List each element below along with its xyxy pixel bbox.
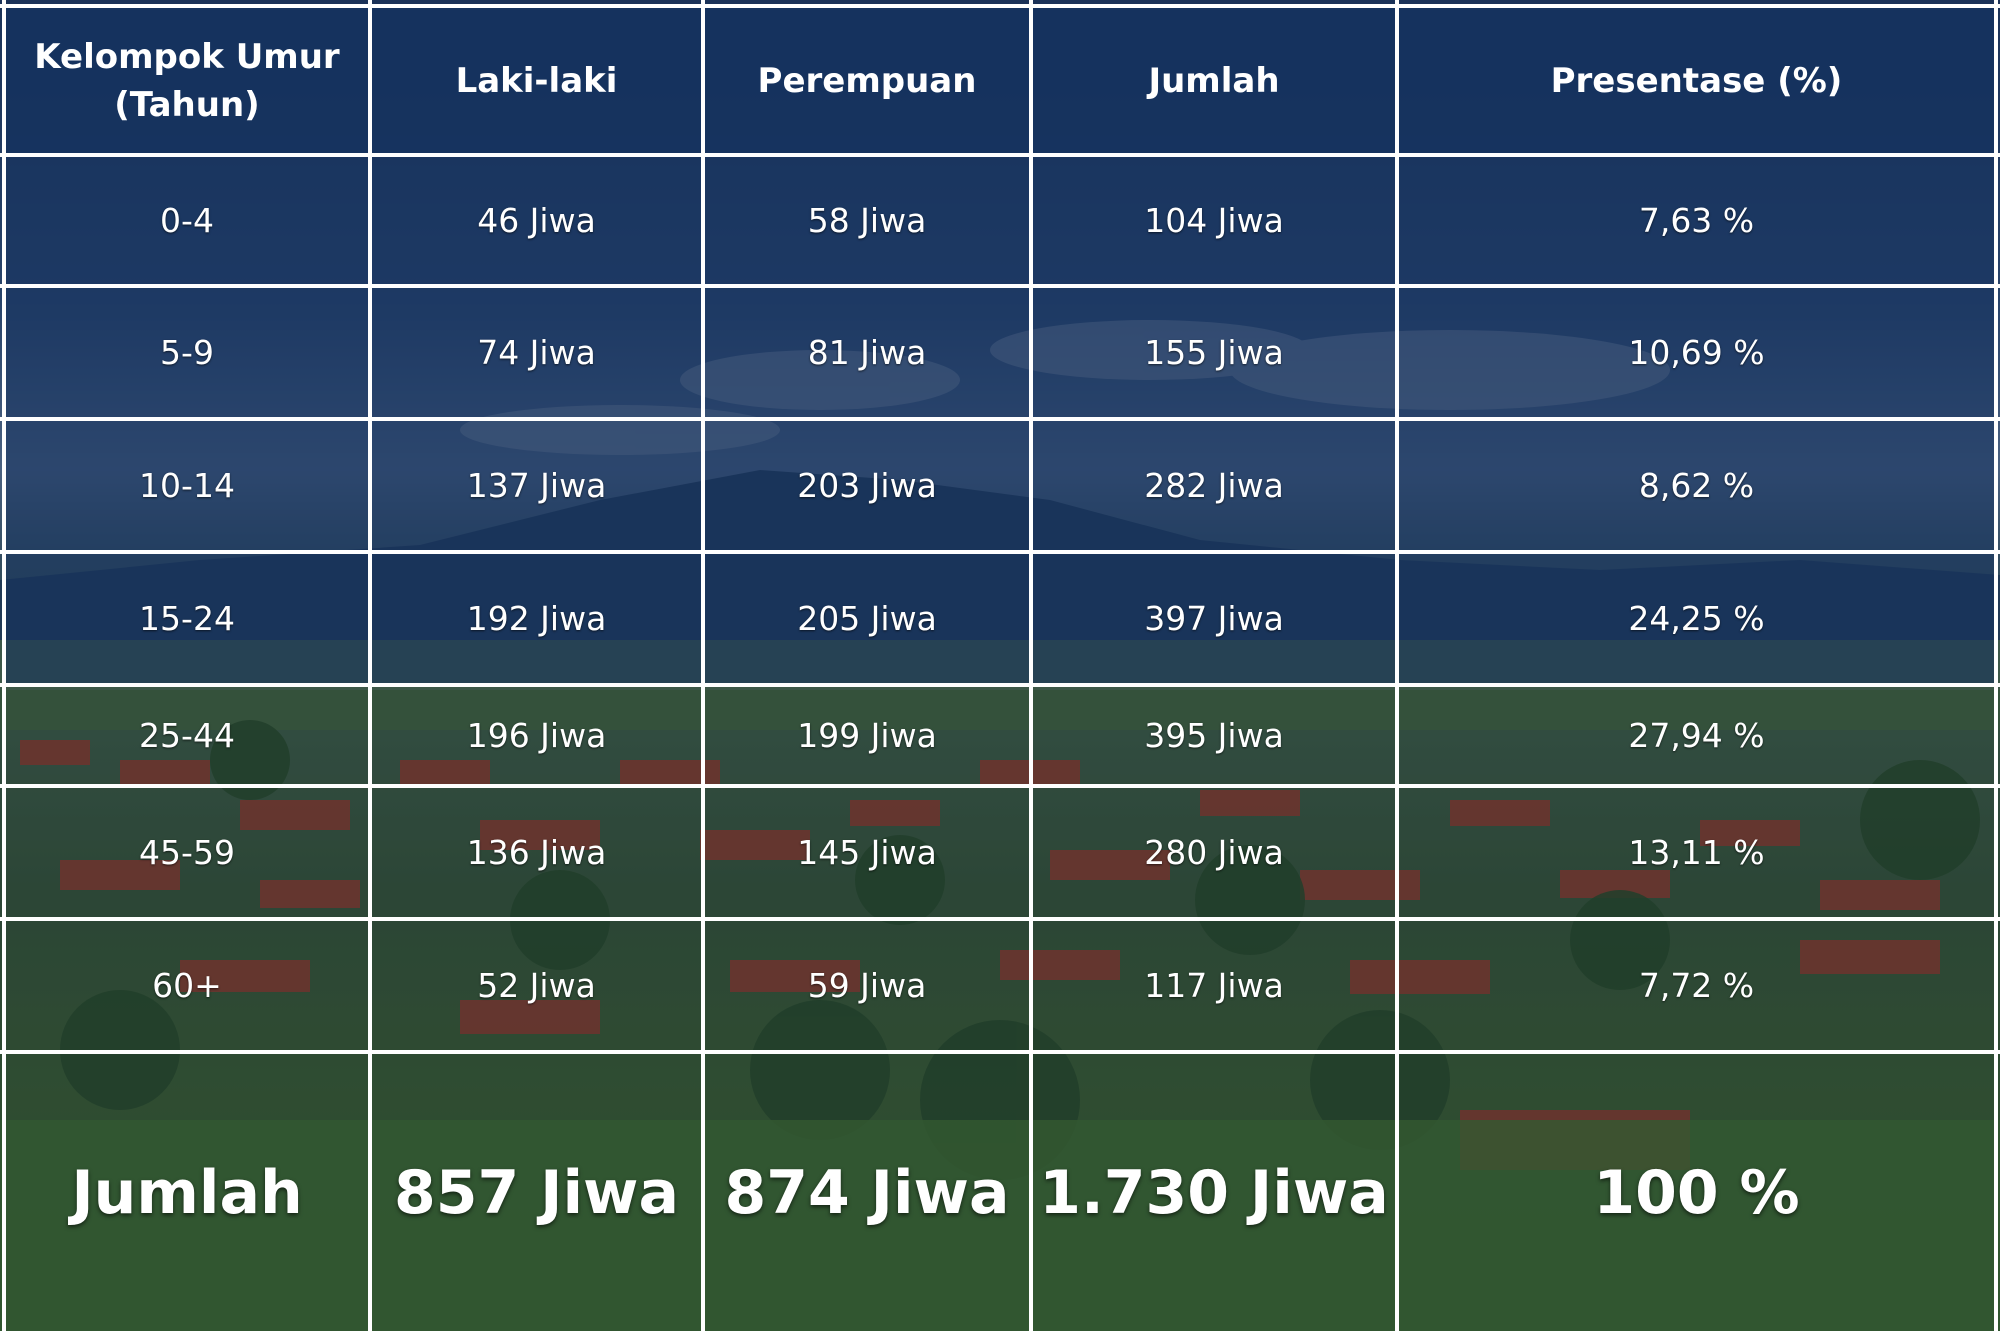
cell-sum: 395 Jiwa	[1144, 716, 1284, 755]
cell-pct: 10,69 %	[1397, 286, 1996, 419]
grid-column-line	[368, 0, 372, 1335]
cell-male: 196 Jiwa	[466, 716, 607, 755]
cell-female: 58 Jiwa	[703, 155, 1031, 286]
cell-pct: 7,63 %	[1397, 155, 1996, 286]
total-male: 857 Jiwa	[394, 1157, 679, 1228]
grid-column-line	[1994, 0, 1998, 1335]
cell-sum: 397 Jiwa	[1031, 552, 1397, 685]
cell-age: 45-59	[139, 833, 235, 872]
cell-pct: 24,25 %	[1397, 552, 1996, 685]
header-female: Perempuan	[703, 6, 1031, 155]
cell-female: 81 Jiwa	[703, 286, 1031, 419]
grid-row-line	[0, 784, 2000, 788]
cell-female: 59 Jiwa	[807, 966, 927, 1005]
cell-pct: 13,11 %	[1628, 833, 1765, 872]
cell-sum: 117 Jiwa	[1144, 966, 1284, 1005]
cell-pct: 27,94 %	[1628, 716, 1765, 755]
cell-sum: 155 Jiwa	[1031, 286, 1397, 419]
cell-age: 60+	[152, 966, 222, 1005]
header-age: Kelompok Umur (Tahun)	[4, 6, 370, 155]
grid-column-line	[1029, 0, 1033, 1335]
grid-row-line	[0, 550, 2000, 554]
total-female: 874 Jiwa	[724, 1157, 1010, 1228]
cell-pct: 7,72 %	[1638, 966, 1755, 1005]
grid-row-line	[0, 153, 2000, 157]
grid-row-line	[0, 683, 2000, 687]
grid-row-line	[0, 1331, 2000, 1335]
grid-column-line	[1395, 0, 1399, 1335]
cell-age: 25-44	[139, 716, 235, 755]
cell-male: 52 Jiwa	[477, 966, 596, 1005]
cell-age: 0-4	[4, 155, 370, 286]
grid-column-line	[2, 0, 6, 1335]
cell-sum: 282 Jiwa	[1031, 419, 1397, 552]
header-male: Laki-laki	[370, 6, 703, 155]
cell-female: 199 Jiwa	[797, 716, 937, 755]
grid-row-line	[0, 417, 2000, 421]
cell-age: 10-14	[4, 419, 370, 552]
cell-age: 5-9	[4, 286, 370, 419]
total-sum: 1.730 Jiwa	[1039, 1157, 1389, 1228]
grid-row-line	[0, 284, 2000, 288]
cell-age: 15-24	[4, 552, 370, 685]
grid-row-line	[0, 4, 2000, 8]
cell-female: 145 Jiwa	[797, 833, 937, 872]
cell-sum: 280 Jiwa	[1144, 833, 1284, 872]
cell-male: 192 Jiwa	[370, 552, 703, 685]
header-sum: Jumlah	[1031, 6, 1397, 155]
grid-column-line	[701, 0, 705, 1335]
header-pct: Presentase (%)	[1397, 6, 1996, 155]
cell-male: 74 Jiwa	[370, 286, 703, 419]
cell-female: 205 Jiwa	[703, 552, 1031, 685]
grid-row-line	[0, 1050, 2000, 1054]
cell-male: 136 Jiwa	[466, 833, 607, 872]
cell-sum: 104 Jiwa	[1031, 155, 1397, 286]
grid-row-line	[0, 917, 2000, 921]
cell-pct: 8,62 %	[1397, 419, 1996, 552]
total-pct: 100 %	[1593, 1157, 1800, 1228]
cell-female: 203 Jiwa	[703, 419, 1031, 552]
cell-male: 137 Jiwa	[370, 419, 703, 552]
total-age: Jumlah	[71, 1157, 303, 1228]
cell-male: 46 Jiwa	[370, 155, 703, 286]
